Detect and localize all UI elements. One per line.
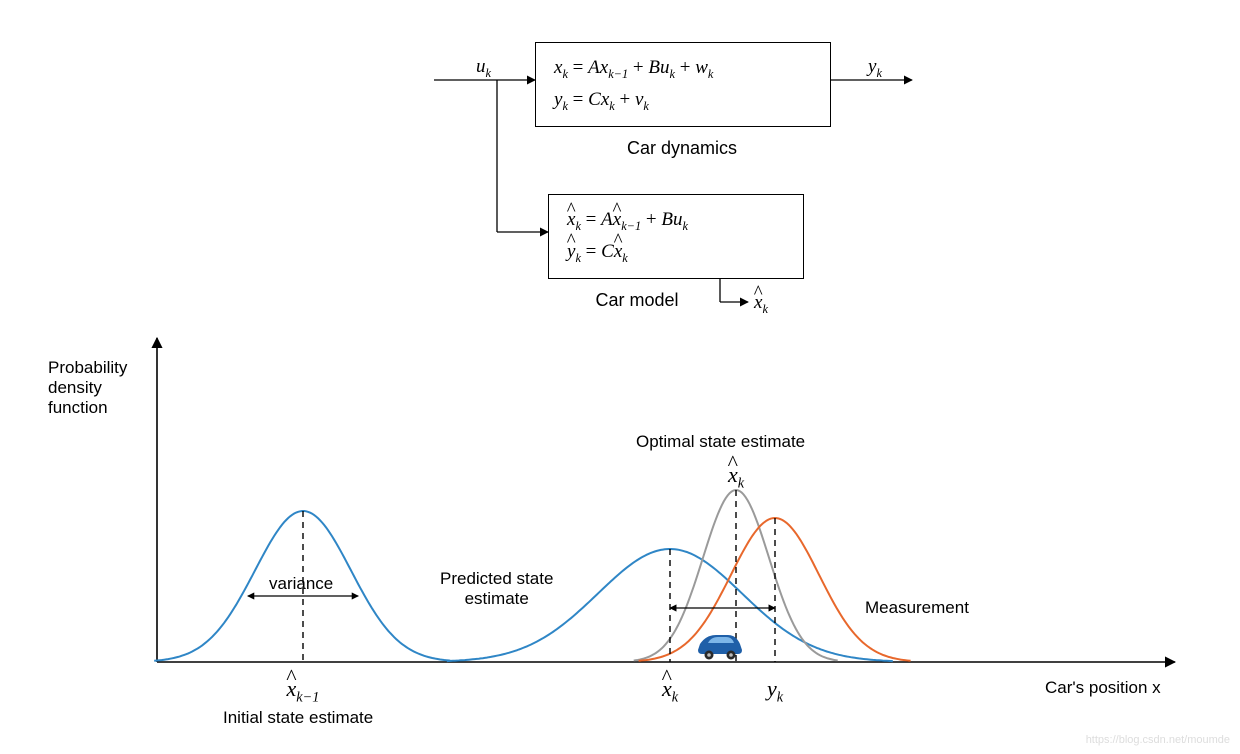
variance-label: variance	[269, 574, 333, 594]
xtick-optimal-top: xk	[728, 462, 744, 492]
model-eq1: xk = Axk−1 + Buk	[567, 205, 785, 237]
model-eq2: yk = Cxk	[567, 237, 785, 269]
xhat-output-label: xk	[754, 292, 768, 317]
optimal-estimate-label: Optimal state estimate	[636, 432, 805, 452]
xtick-initial: xk−1	[287, 676, 320, 706]
xtick-measurement: yk	[767, 676, 783, 706]
x-axis-label: Car's position x	[1045, 678, 1161, 698]
input-u-label: uk	[476, 56, 491, 81]
initial-estimate-label: Initial state estimate	[223, 708, 373, 728]
output-y-label: yk	[868, 56, 882, 81]
watermark: https://blog.csdn.net/moumde	[1086, 734, 1230, 746]
dynamics-eq2: yk = Cxk + vk	[554, 85, 812, 117]
car-icon	[698, 635, 742, 660]
dynamics-eq1: xk = Axk−1 + Buk + wk	[554, 53, 812, 85]
y-axis-label: Probability density function	[48, 358, 127, 418]
car-model-label: Car model	[548, 290, 726, 311]
car-dynamics-label: Car dynamics	[535, 138, 829, 159]
measurement-label: Measurement	[865, 598, 969, 618]
chart-axes	[157, 338, 1175, 662]
predicted-estimate-label: Predicted state estimate	[440, 569, 553, 609]
xtick-predicted: xk	[662, 676, 678, 706]
car-dynamics-box: xk = Axk−1 + Buk + wk yk = Cxk + vk	[535, 42, 831, 127]
car-model-box: xk = Axk−1 + Buk yk = Cxk	[548, 194, 804, 279]
